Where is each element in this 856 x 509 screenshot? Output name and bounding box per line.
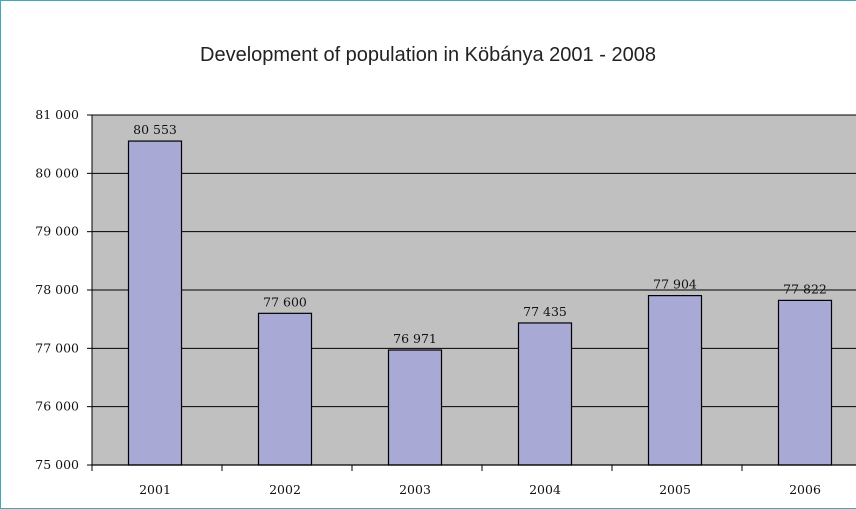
data-label: 77 904 — [653, 277, 697, 292]
x-tick-label: 2006 — [789, 482, 821, 497]
y-tick-label: 75 000 — [35, 457, 79, 472]
y-tick-label: 79 000 — [35, 224, 79, 239]
data-label: 77 435 — [523, 304, 567, 319]
y-tick-label: 76 000 — [35, 399, 79, 414]
bar — [517, 322, 573, 466]
bar — [647, 295, 703, 466]
x-tick-label: 2002 — [269, 482, 301, 497]
bar — [257, 312, 313, 466]
x-tick-label: 2005 — [659, 482, 691, 497]
x-tick-label: 2001 — [139, 482, 171, 497]
bar — [777, 299, 833, 466]
data-label: 77 600 — [263, 294, 307, 309]
data-label: 77 822 — [783, 281, 827, 296]
bar — [387, 349, 443, 466]
y-tick-label: 78 000 — [35, 282, 79, 297]
bar — [127, 140, 183, 466]
y-tick-label: 81 000 — [35, 107, 79, 122]
chart-title: Development of population in Köbánya 200… — [200, 44, 656, 66]
x-tick-label: 2004 — [529, 482, 561, 497]
data-label: 76 971 — [393, 331, 437, 346]
y-tick-label: 80 000 — [35, 165, 79, 180]
y-tick-label: 77 000 — [35, 340, 79, 355]
data-label: 80 553 — [133, 122, 177, 137]
x-tick-label: 2003 — [399, 482, 431, 497]
